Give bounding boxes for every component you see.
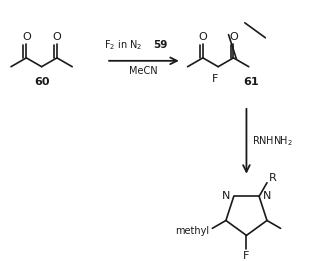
- Text: O: O: [53, 32, 61, 42]
- Text: R: R: [269, 173, 277, 183]
- Text: O: O: [229, 32, 238, 42]
- Text: 60: 60: [34, 78, 49, 87]
- Text: N: N: [263, 191, 271, 201]
- Text: 59: 59: [153, 40, 167, 50]
- Text: N: N: [221, 191, 230, 201]
- Text: O: O: [198, 32, 207, 42]
- Text: methyl: methyl: [175, 226, 209, 236]
- Text: F$_2$ in N$_2$: F$_2$ in N$_2$: [104, 38, 144, 52]
- Text: F: F: [212, 74, 218, 85]
- Text: MeCN: MeCN: [129, 66, 158, 76]
- Text: 61: 61: [243, 78, 259, 87]
- Text: F: F: [243, 251, 250, 261]
- Text: RNHNH$_2$: RNHNH$_2$: [252, 134, 293, 148]
- Text: O: O: [22, 32, 31, 42]
